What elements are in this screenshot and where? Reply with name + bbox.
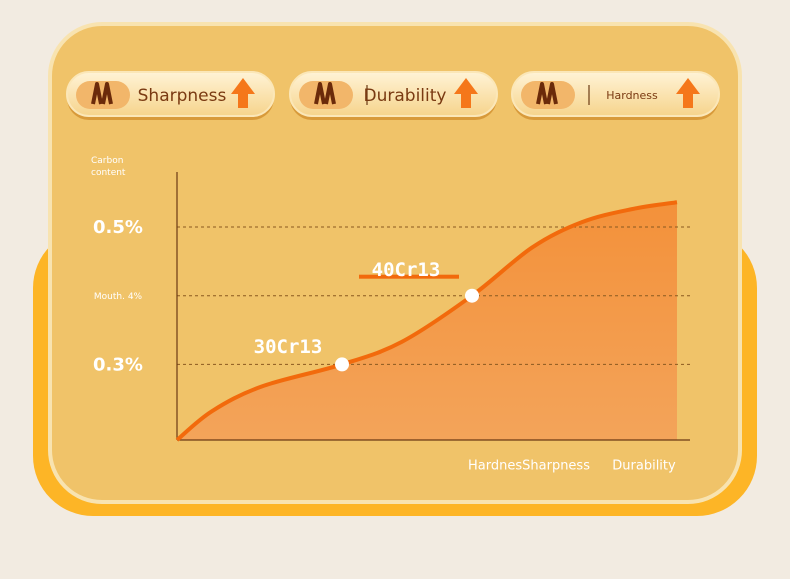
- point-label: 40Cr13: [372, 259, 441, 281]
- filter-button[interactable]: Sharpness: [66, 71, 275, 120]
- filter-button[interactable]: Hardness: [511, 71, 720, 120]
- y-tick-label: 0.3%: [93, 354, 143, 375]
- y-tick-label: Mouth. 4%: [94, 292, 143, 302]
- up-arrow: [231, 78, 255, 108]
- filter-button[interactable]: Durability: [289, 71, 498, 120]
- y-tick-label: 0.5%: [93, 217, 143, 238]
- button-label: Hardness: [606, 89, 658, 102]
- x-label: HardnesSharpness: [468, 459, 590, 474]
- x-label: Durability: [612, 459, 676, 474]
- icon: [91, 82, 113, 105]
- y-axis-label: Carbon content: [91, 156, 126, 178]
- area-fill: [177, 202, 677, 440]
- label-underline: [359, 274, 459, 279]
- point-label: 30Cr13: [254, 336, 323, 358]
- point: [465, 288, 479, 303]
- point: [335, 357, 349, 372]
- button-label: Sharpness: [138, 86, 227, 106]
- curve: [175, 200, 678, 442]
- button-label: Durability: [364, 86, 447, 106]
- up-arrow: [676, 78, 700, 108]
- up-arrow: [454, 78, 478, 108]
- icon: [536, 82, 558, 105]
- icon: [314, 82, 336, 105]
